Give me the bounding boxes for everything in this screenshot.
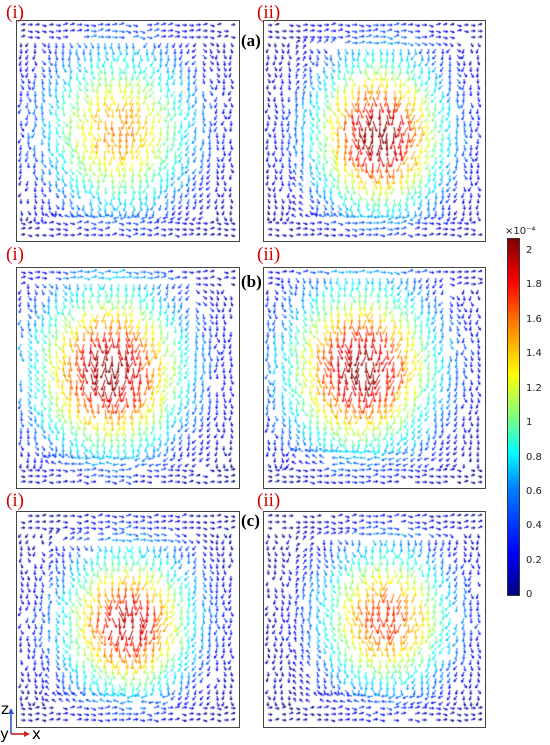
axis-label-z: z	[1, 700, 9, 718]
vector-field-canvas-b-i	[17, 268, 239, 488]
colorbar-tick: 0.4	[526, 520, 542, 531]
colorbar-tick: 0.8	[526, 452, 542, 463]
colorbar-tick: 1.8	[526, 279, 542, 290]
panel-label-b-i: (i)	[6, 244, 24, 265]
colorbar-tick: 1.2	[526, 383, 542, 394]
axis-triad-icon	[8, 708, 30, 737]
colorbar-tick: 1	[526, 417, 533, 428]
vector-field-panel-c-ii	[263, 511, 486, 728]
colorbar	[507, 238, 520, 596]
colorbar-tick: 1.6	[526, 314, 542, 325]
vector-field-panel-b-i	[16, 267, 240, 489]
axis-label-x: x	[32, 725, 41, 743]
vector-field-panel-a-ii	[263, 20, 486, 242]
vector-field-canvas-a-ii	[264, 21, 485, 241]
axis-label-y: y	[0, 725, 9, 743]
panel-label-c-i: (i)	[6, 490, 24, 511]
vector-field-panel-a-i	[16, 20, 240, 242]
colorbar-tick: 0	[526, 589, 533, 600]
row-label-a: (a)	[241, 31, 261, 50]
vector-field-canvas-b-ii	[264, 268, 485, 488]
vector-field-panel-c-i	[16, 511, 240, 728]
row-label-b: (b)	[241, 272, 262, 291]
vector-field-canvas-a-i	[17, 21, 239, 241]
colorbar-tick: 0.6	[526, 486, 542, 497]
colorbar-exponent: ×10⁻⁴	[505, 226, 536, 237]
panel-label-a-ii: (ii)	[257, 2, 281, 23]
colorbar-tick: 1.4	[526, 348, 542, 359]
panel-label-c-ii: (ii)	[257, 490, 281, 511]
vector-field-canvas-c-ii	[264, 512, 485, 727]
vector-field-canvas-c-i	[17, 512, 239, 727]
row-label-c: (c)	[241, 511, 260, 530]
panel-label-a-i: (i)	[6, 2, 24, 23]
colorbar-tick: 0.2	[526, 555, 542, 566]
panel-label-b-ii: (ii)	[257, 244, 281, 265]
vector-field-panel-b-ii	[263, 267, 486, 489]
colorbar-tick: 2	[526, 245, 533, 256]
